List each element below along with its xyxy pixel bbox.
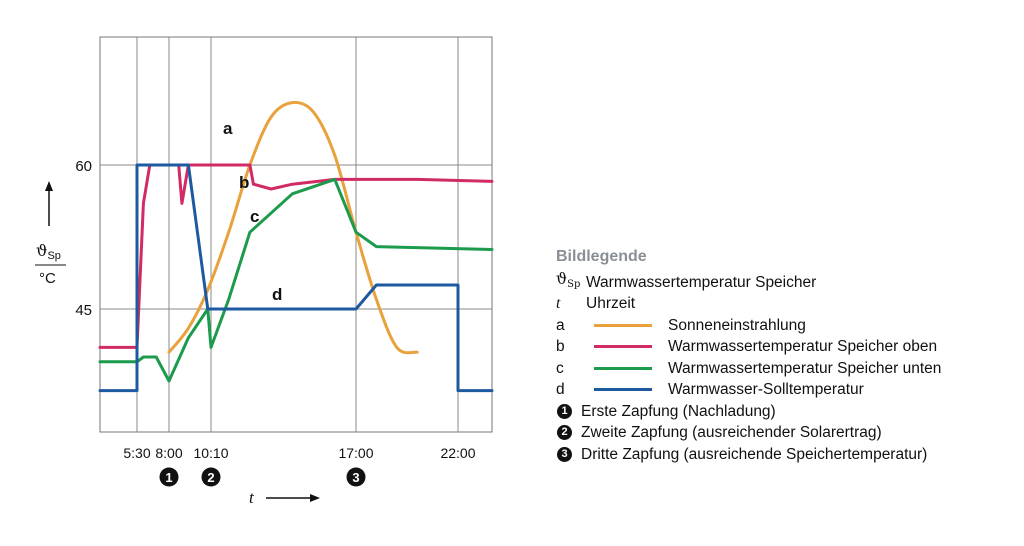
- legend-swatch-a: [594, 323, 652, 327]
- legend-row-d: d Warmwasser-Solltemperatur: [556, 379, 941, 401]
- x-tick-label: 22:00: [440, 445, 475, 461]
- legend-swatch-d: [594, 388, 652, 392]
- legend-text: Warmwassertemperatur Speicher: [586, 273, 817, 291]
- legend-row-event-3: 3 Dritte Zapfung (ausreichende Speichert…: [556, 444, 941, 466]
- legend-text: Uhrzeit: [586, 295, 636, 312]
- legend-title: Bildlegende: [556, 248, 647, 265]
- series-line-c: [98, 177, 494, 383]
- legend-row-event-1: 1 Erste Zapfung (Nachladung): [556, 401, 941, 423]
- legend-row-b: b Warmwassertemperatur Speicher oben: [556, 336, 941, 358]
- legend-text: Warmwassertemperatur Speicher oben: [668, 338, 938, 355]
- event-marker-label: 2: [207, 470, 214, 485]
- legend-swatch-c: [594, 366, 652, 370]
- x-tick-label: 10:10: [193, 445, 228, 461]
- legend-swatch-b: [594, 345, 652, 349]
- legend-key-c: c: [556, 359, 564, 377]
- event-marker-1: [159, 467, 179, 487]
- legend-text: Dritte Zapfung (ausreichende Speichertem…: [581, 445, 928, 463]
- legend-key-b: b: [556, 338, 565, 355]
- legend-text: Warmwasser-Solltemperatur: [668, 381, 864, 398]
- legend-row-symbol: ϑSp Warmwassertemperatur Speicher: [556, 270, 941, 294]
- event-3-icon: 3: [557, 446, 572, 462]
- legend-key-t: t: [556, 295, 561, 312]
- event-marker-label: 3: [352, 470, 359, 485]
- legend-key-a: a: [556, 316, 565, 334]
- x-arrow-head: [310, 494, 320, 502]
- chart-curves: a bc d: [98, 100, 494, 393]
- curve-label-a: a: [223, 119, 233, 138]
- x-tick-label: 8:00: [155, 445, 182, 461]
- legend-row-a: a Sonneneinstrahlung: [556, 315, 941, 337]
- x-tick-label: 5:30: [123, 445, 150, 461]
- legend-text: Sonneneinstrahlung: [668, 316, 806, 334]
- series-line-a: [167, 100, 419, 355]
- y-axis-label: ϑSp °C: [35, 181, 66, 287]
- event-marker-2: [201, 467, 221, 487]
- y-label-symbol: ϑSp: [36, 241, 61, 262]
- y-label-unit: °C: [39, 270, 56, 287]
- legend-text: Erste Zapfung (Nachladung): [581, 402, 776, 420]
- y-tick-label: 45: [75, 302, 92, 319]
- x-label-text: t: [249, 488, 255, 507]
- legend-row-c: c Warmwassertemperatur Speicher unten: [556, 358, 941, 380]
- event-marker-label: 1: [165, 470, 172, 485]
- legend-key-d: d: [556, 381, 565, 398]
- x-axis-label: t: [249, 488, 320, 507]
- event-1-icon: 1: [557, 403, 572, 419]
- plot-frame: [99, 36, 493, 433]
- legend-row-event-2: 2 Zweite Zapfung (ausreichender Solarert…: [556, 422, 941, 444]
- y-tick-label: 60: [75, 158, 92, 175]
- event-marker-3: [346, 467, 366, 487]
- y-arrow-head: [45, 181, 53, 191]
- chart-ticks: 5:30 8:00 10:10 17:00 22:00 60 45 1 2 3: [75, 158, 476, 487]
- curve-label-d: d: [272, 285, 282, 304]
- curve-label-c: c: [250, 207, 259, 226]
- chart-grid: [99, 36, 493, 433]
- legend-row-time: t Uhrzeit: [556, 293, 941, 315]
- legend: Bildlegende ϑSp Warmwassertemperatur Spe…: [556, 246, 941, 465]
- x-tick-label: 17:00: [338, 445, 373, 461]
- event-2-icon: 2: [557, 425, 572, 441]
- legend-text: Zweite Zapfung (ausreichender Solarertra…: [581, 424, 882, 441]
- legend-key-symbol: ϑSp: [556, 270, 581, 290]
- series-line-d: [98, 163, 494, 393]
- curve-label-b: b: [239, 173, 249, 192]
- legend-text: Warmwassertemperatur Speicher unten: [668, 359, 942, 377]
